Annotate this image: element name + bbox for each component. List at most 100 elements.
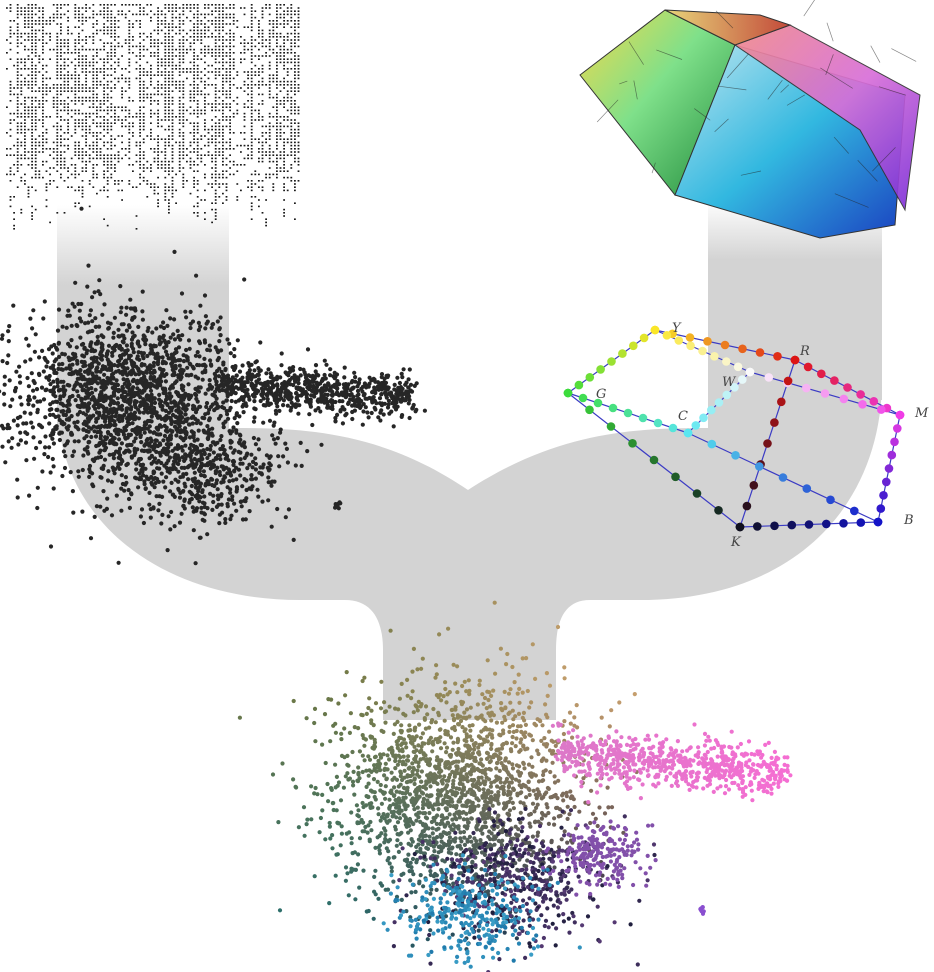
scatter-point: [92, 355, 97, 360]
scatter-point: [238, 461, 243, 466]
scatter-point: [124, 423, 129, 429]
matrix-cell: [16, 141, 19, 144]
scatter-point: [181, 503, 186, 508]
scatter-point: [107, 424, 112, 429]
matrix-cell: [42, 103, 44, 105]
matrix-cell: [67, 112, 69, 115]
scatter-point: [130, 368, 135, 373]
scatter-point: [114, 493, 119, 498]
matrix-cell: [214, 10, 217, 12]
scatter-point: [206, 411, 211, 416]
matrix-cell: [42, 90, 44, 92]
matrix-cell: [258, 23, 260, 25]
matrix-cell: [85, 74, 87, 76]
matrix-cell: [261, 68, 264, 70]
matrix-cell: [27, 80, 30, 83]
scatter-point: [140, 390, 145, 395]
scatter-point: [124, 360, 129, 365]
matrix-cell: [160, 13, 163, 16]
matrix-cell: [135, 45, 138, 48]
matrix-cell: [81, 100, 84, 102]
matrix-cell: [142, 84, 145, 86]
matrix-cell: [31, 7, 33, 9]
scatter-point: [125, 377, 130, 382]
scatter-point: [124, 343, 129, 348]
matrix-cell: [121, 122, 123, 124]
matrix-cell: [193, 93, 195, 96]
matrix-cell: [99, 106, 102, 108]
matrix-cell: [268, 90, 271, 92]
matrix-cell: [214, 176, 217, 179]
matrix-cell: [232, 116, 235, 118]
scatter-point: [181, 420, 186, 425]
matrix-cell: [218, 176, 221, 179]
matrix-cell: [49, 116, 51, 118]
scatter-point: [50, 456, 55, 462]
matrix-cell: [229, 138, 231, 140]
matrix-cell: [92, 141, 95, 144]
matrix-cell: [142, 48, 145, 51]
matrix-cell: [193, 141, 195, 144]
matrix-cell: [250, 180, 253, 182]
matrix-cell: [193, 160, 195, 163]
scatter-point: [187, 361, 192, 366]
matrix-cell: [283, 23, 285, 25]
matrix-cell: [250, 29, 253, 32]
matrix-cell: [286, 90, 289, 92]
scatter-point: [87, 439, 92, 445]
scatter-point: [194, 506, 200, 511]
matrix-cell: [225, 16, 228, 19]
matrix-cell: [146, 160, 149, 163]
matrix-cell: [276, 64, 278, 67]
matrix-cell: [200, 48, 203, 51]
matrix-cell: [193, 186, 195, 188]
matrix-cell: [85, 42, 87, 44]
matrix-cell: [204, 84, 206, 86]
scatter-point: [201, 469, 206, 474]
matrix-cell: [261, 13, 264, 16]
matrix-cell: [128, 128, 131, 131]
matrix-cell: [211, 208, 213, 211]
matrix-cell: [283, 154, 285, 156]
matrix-cell: [171, 52, 174, 54]
scatter-point: [176, 461, 181, 467]
matrix-cell: [250, 112, 253, 115]
matrix-cell: [196, 132, 199, 134]
matrix-cell: [243, 125, 246, 128]
matrix-cell: [121, 93, 123, 96]
scatter-point: [58, 394, 63, 399]
scatter-point: [173, 414, 178, 419]
matrix-cell: [207, 128, 210, 131]
matrix-cell: [171, 45, 174, 48]
matrix-cell: [106, 20, 109, 22]
scatter-point: [175, 390, 180, 395]
matrix-cell: [139, 96, 141, 99]
matrix-cell: [276, 87, 278, 89]
matrix-cell: [13, 32, 15, 35]
matrix-cell: [49, 20, 51, 22]
matrix-cell: [268, 96, 271, 99]
matrix-cell: [178, 103, 181, 105]
scatter-point: [15, 477, 20, 482]
matrix-cell: [236, 196, 239, 198]
matrix-cell: [189, 36, 192, 38]
matrix-cell: [178, 68, 181, 70]
scatter-point: [223, 456, 228, 461]
matrix-cell: [294, 61, 296, 64]
matrix-cell: [27, 189, 30, 192]
matrix-cell: [164, 93, 167, 96]
matrix-cell: [110, 90, 113, 92]
scatter-point: [180, 448, 185, 453]
scatter-point: [205, 446, 210, 452]
scatter-point: [180, 429, 185, 434]
scatter-point: [121, 432, 127, 437]
matrix-cell: [193, 180, 195, 182]
scatter-point: [76, 393, 81, 399]
matrix-cell: [193, 58, 195, 60]
matrix-cell: [81, 148, 84, 150]
matrix-cell: [279, 100, 282, 102]
matrix-cell: [279, 128, 282, 131]
scatter-point: [82, 369, 88, 374]
scatter-point: [94, 410, 100, 415]
scatter-point: [252, 399, 257, 404]
